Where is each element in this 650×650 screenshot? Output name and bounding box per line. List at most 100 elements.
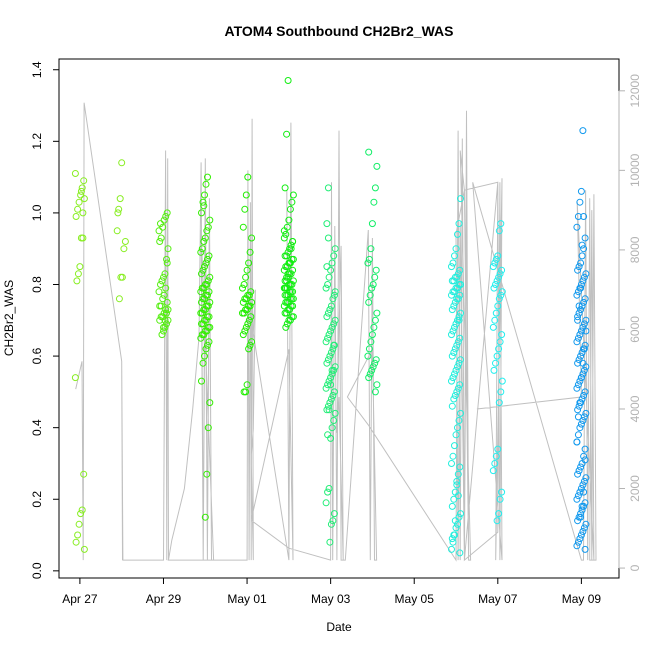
series-5 xyxy=(322,184,339,546)
data-point xyxy=(457,195,464,203)
data-point xyxy=(205,338,213,346)
data-point xyxy=(330,388,338,396)
data-point xyxy=(202,259,210,267)
data-point xyxy=(577,531,585,539)
data-point xyxy=(578,506,586,514)
data-point xyxy=(77,191,85,199)
x-tick-label: May 07 xyxy=(478,592,518,606)
data-point xyxy=(582,327,590,335)
data-point xyxy=(239,309,246,317)
data-point xyxy=(198,284,206,292)
data-point xyxy=(160,323,167,331)
data-point xyxy=(576,331,584,339)
y-axis: 0.0 0.2 0.4 0.6 0.8 1.0 1.2 1.4 xyxy=(30,61,60,579)
data-point xyxy=(287,241,295,249)
data-point xyxy=(580,488,588,496)
data-point xyxy=(493,517,501,525)
data-point xyxy=(284,270,292,278)
data-point xyxy=(371,388,379,396)
data-point xyxy=(495,273,503,281)
series-6 xyxy=(364,148,381,396)
data-point xyxy=(77,234,85,242)
data-point xyxy=(574,334,582,342)
data-point xyxy=(372,266,380,274)
data-point xyxy=(451,345,459,353)
data-point xyxy=(366,370,374,378)
data-point xyxy=(246,341,254,349)
data-point xyxy=(454,384,462,392)
data-point xyxy=(281,309,289,317)
data-point xyxy=(284,77,292,84)
y2-tick-label: 6000 xyxy=(628,316,642,343)
data-point xyxy=(72,538,80,546)
data-point xyxy=(79,209,87,217)
data-point xyxy=(573,338,581,346)
x-axis-label: Date xyxy=(326,620,352,634)
data-point xyxy=(573,438,581,446)
data-point xyxy=(246,248,254,256)
data-point xyxy=(577,513,585,521)
data-point xyxy=(491,259,499,267)
data-point xyxy=(325,406,333,414)
data-point xyxy=(448,545,455,553)
data-point xyxy=(575,302,583,310)
data-point xyxy=(75,520,83,528)
data-point xyxy=(450,349,458,356)
data-point xyxy=(243,266,251,274)
data-point xyxy=(454,520,461,528)
data-point xyxy=(457,356,464,364)
data-point xyxy=(74,205,82,213)
x-axis: Apr 27 Apr 29 May 01 May 03 May 05 May 07 May … xyxy=(62,577,601,606)
data-point xyxy=(289,238,297,245)
data-point xyxy=(581,456,589,464)
data-point xyxy=(324,234,332,242)
series-0 xyxy=(71,159,129,553)
data-point xyxy=(580,477,588,485)
data-point xyxy=(454,230,461,238)
data-point xyxy=(456,334,464,342)
data-point xyxy=(495,295,503,303)
data-point xyxy=(455,417,463,424)
data-point xyxy=(580,273,588,281)
data-point xyxy=(493,277,501,285)
data-point xyxy=(73,277,81,285)
data-point xyxy=(448,377,455,385)
data-point xyxy=(163,259,171,267)
data-point xyxy=(574,492,582,500)
data-point xyxy=(578,252,586,260)
data-point xyxy=(492,255,500,263)
data-point xyxy=(201,263,208,271)
data-point xyxy=(197,334,205,342)
data-points xyxy=(71,77,590,557)
data-point xyxy=(452,245,460,253)
data-point xyxy=(573,291,581,299)
data-point xyxy=(581,445,589,453)
data-point xyxy=(577,187,585,195)
data-point xyxy=(164,306,172,314)
data-point xyxy=(289,191,297,199)
data-point xyxy=(449,452,457,460)
data-point xyxy=(202,345,210,353)
data-point xyxy=(329,345,337,353)
data-point xyxy=(162,284,170,292)
y-tick-label: 0.8 xyxy=(30,276,44,293)
data-point xyxy=(372,356,380,364)
data-point xyxy=(324,402,332,410)
data-point xyxy=(199,266,207,274)
data-point xyxy=(582,474,590,482)
y-tick-label: 1.0 xyxy=(30,204,44,221)
data-point xyxy=(330,252,338,260)
data-point xyxy=(451,298,459,306)
data-point xyxy=(576,424,584,432)
x-tick-label: May 05 xyxy=(395,592,435,606)
data-point xyxy=(448,331,455,339)
data-point xyxy=(371,316,379,324)
data-point xyxy=(579,277,587,285)
x-tick-label: Apr 27 xyxy=(62,592,98,606)
data-point xyxy=(200,202,208,210)
data-point xyxy=(327,381,335,389)
data-point xyxy=(448,502,456,510)
data-point xyxy=(448,306,456,314)
y-axis-label: CH2Br2_WAS xyxy=(2,280,16,356)
data-point xyxy=(581,234,589,242)
